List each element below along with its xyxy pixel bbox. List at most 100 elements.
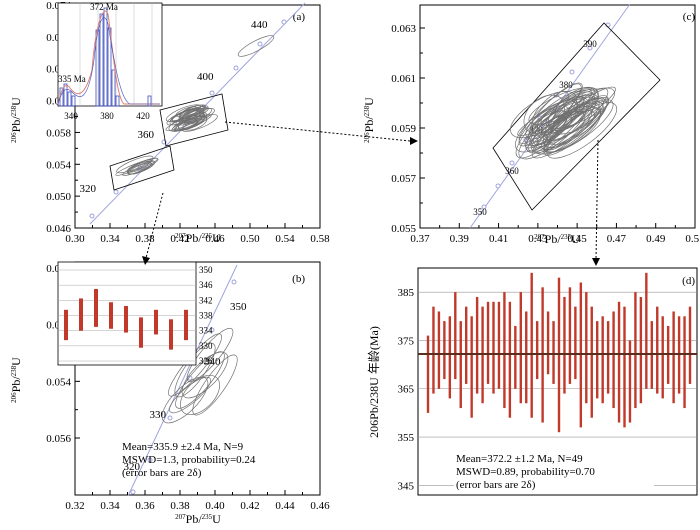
panel-c-y-tick-label: 0.059 [391, 123, 416, 135]
panel-c-ellipse [536, 97, 590, 135]
arrowhead [142, 256, 150, 265]
panel-d-stats-bg [454, 450, 654, 494]
concordia-marker [509, 160, 515, 166]
panel-d-age-bar [459, 321, 462, 409]
panel-a-ellipse [115, 159, 153, 176]
panel-c-box [492, 22, 661, 211]
label-part: U [212, 231, 221, 245]
panel-b-concordia [127, 264, 238, 497]
inset-probability-curve [57, 17, 160, 105]
label-part: U [571, 232, 580, 246]
panel-a-box-low [109, 145, 175, 191]
panel-b-x-tick-label: 0.40 [205, 500, 225, 512]
panel-a-x-tick-label: 0.46 [205, 233, 225, 245]
label-part: 238 [10, 365, 18, 376]
panel-a-ylabel-text: 206Pb/238U [9, 97, 23, 143]
panel-d-age-bar [683, 316, 686, 409]
panel-d-frame [417, 267, 698, 496]
panel-c-ellipse [543, 108, 602, 156]
panel-d-age-bar [448, 316, 452, 399]
panel-d-age-bar [688, 306, 692, 384]
panel-b-ellipse [186, 327, 234, 383]
panel-d-y-tick-label: 345 [398, 480, 415, 492]
panel-c-ylabel: 206Pb/238U [362, 97, 376, 143]
panel-d-age-bar [497, 301, 501, 389]
label-part: 238 [10, 105, 18, 116]
inset-y-tick-label: 330 [199, 341, 213, 351]
panel-b-age-label: 320 [124, 461, 141, 473]
inset-age-bar [109, 302, 113, 329]
panel-d-stats-line: MSWD=0.89, probability=0.70 [456, 466, 595, 478]
panel-c-y-tick-label: 0.057 [391, 173, 416, 185]
panel-d-age-bar [645, 272, 648, 389]
inset-y-tick-label: 350 [199, 265, 213, 275]
label-part: Pb/ [9, 376, 23, 393]
inset-hist-bar [103, 7, 108, 107]
label-part: 206 [363, 132, 371, 143]
panel-c-ellipse [543, 95, 609, 153]
label-part: Pb/ [362, 116, 376, 133]
panel-d-age-bar [486, 301, 490, 384]
panel-c-age-label: 360 [505, 166, 519, 176]
panel-c-age-label: 350 [473, 207, 487, 217]
panel-c-label: (c) [683, 11, 696, 23]
panel-d-age-bar [585, 292, 588, 404]
panel-b-age-label: 330 [150, 409, 167, 421]
panel-a-ylabel: 206Pb/238U [9, 97, 23, 143]
panel-d-age-bar [465, 306, 468, 384]
panel-a-ellipse [181, 110, 202, 124]
inset-y-tick-label: 326 [199, 356, 213, 366]
panel-b-ylabel: 206Pb/238U [9, 357, 23, 403]
panel-d-age-bar [432, 306, 435, 394]
panel-b-y-tick-label: 0.054 [46, 376, 71, 388]
panel-a-y-tick-label: 0.046 [46, 223, 71, 235]
panel-c-xlabel: 207Pb/235U [534, 232, 580, 246]
panel-d-age-bar [426, 335, 430, 413]
inset-age-bar [79, 298, 83, 331]
inset-peak-label: 335 Ma [58, 74, 86, 84]
panel-a-xlabel: 207Pb/235U [175, 231, 221, 245]
panel-a-age-label: 440 [251, 19, 268, 31]
panel-d-age-bar [530, 272, 533, 418]
panel-a-y-tick-label: 0.054 [46, 159, 71, 171]
label-part: 207 [175, 232, 186, 240]
panel-c-y-tick-label: 0.061 [391, 73, 416, 85]
panel-a-age-label: 400 [197, 71, 214, 83]
inset-hist-bar [147, 95, 152, 107]
inset-hist-bar [99, 13, 104, 107]
concordia-marker [281, 19, 287, 25]
panel-a-x-tick-label: 0.42 [170, 233, 189, 245]
panel-d-age-bar [437, 311, 441, 389]
inset-y-tick-label: 342 [199, 295, 213, 305]
panel-d-age-bar [503, 292, 506, 409]
panel-a-y-tick-label: 0.058 [46, 127, 71, 139]
concordia-marker [147, 457, 153, 463]
inset-age-bar [169, 319, 173, 350]
concordia-marker [209, 327, 215, 333]
panel-a-x-tick-label: 0.30 [65, 233, 85, 245]
panel-a-ellipse [237, 35, 275, 57]
concordia-marker [209, 90, 215, 96]
panel-b-stats-line: Mean=335.9 ±2.4 Ma, N=9 [122, 441, 244, 453]
label-part: U [362, 97, 376, 106]
concordia-marker [113, 189, 119, 195]
label-part: 235 [202, 513, 213, 521]
inset-age-bar [124, 306, 128, 333]
concordia-marker [167, 415, 173, 421]
panel-d-age-bar [639, 296, 643, 404]
panel-d-age-bar [525, 311, 528, 404]
panel-a-ellipse [122, 160, 156, 176]
panel-c-y-tick-label: 0.063 [391, 23, 416, 35]
panel-b-label: (b) [292, 273, 305, 285]
inset-age-bar [154, 309, 158, 335]
inset-hist-bar [111, 69, 116, 107]
label-part: U [9, 97, 23, 106]
panel-c-ellipse [530, 105, 601, 155]
panel-a-ellipse [182, 115, 208, 131]
panel-d-ylabel: 206Pb/238U 年龄(Ma) [367, 326, 381, 438]
inset-x-tick-label: 420 [136, 111, 150, 121]
link-arrow-a-c [224, 121, 411, 142]
label-part: 235 [561, 233, 572, 241]
panel-b-stats-line: MSWD=1.3, probability=0.24 [122, 454, 256, 466]
